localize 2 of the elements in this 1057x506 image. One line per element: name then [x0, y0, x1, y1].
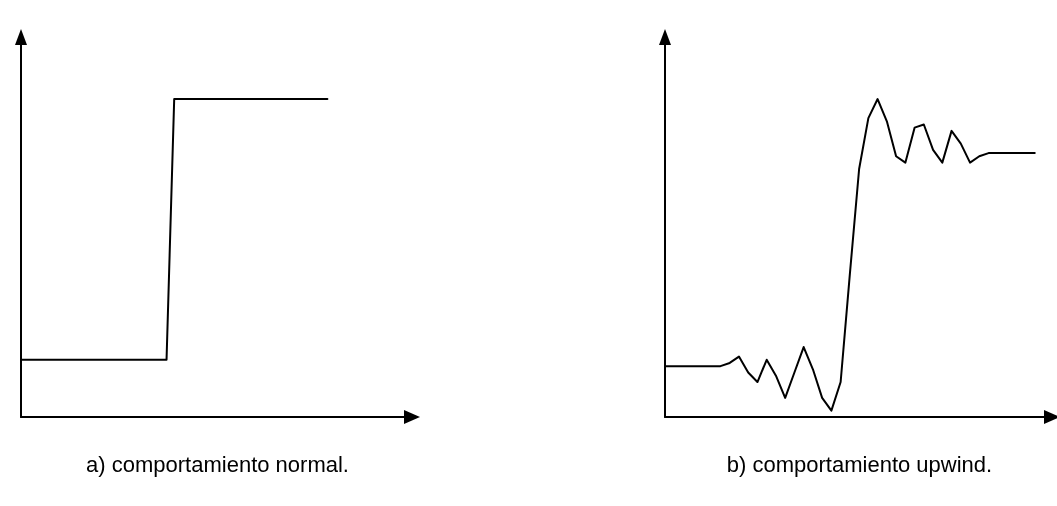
text: a) comportamiento normal. [86, 451, 349, 477]
text: b) comportamiento upwind. [726, 451, 993, 477]
